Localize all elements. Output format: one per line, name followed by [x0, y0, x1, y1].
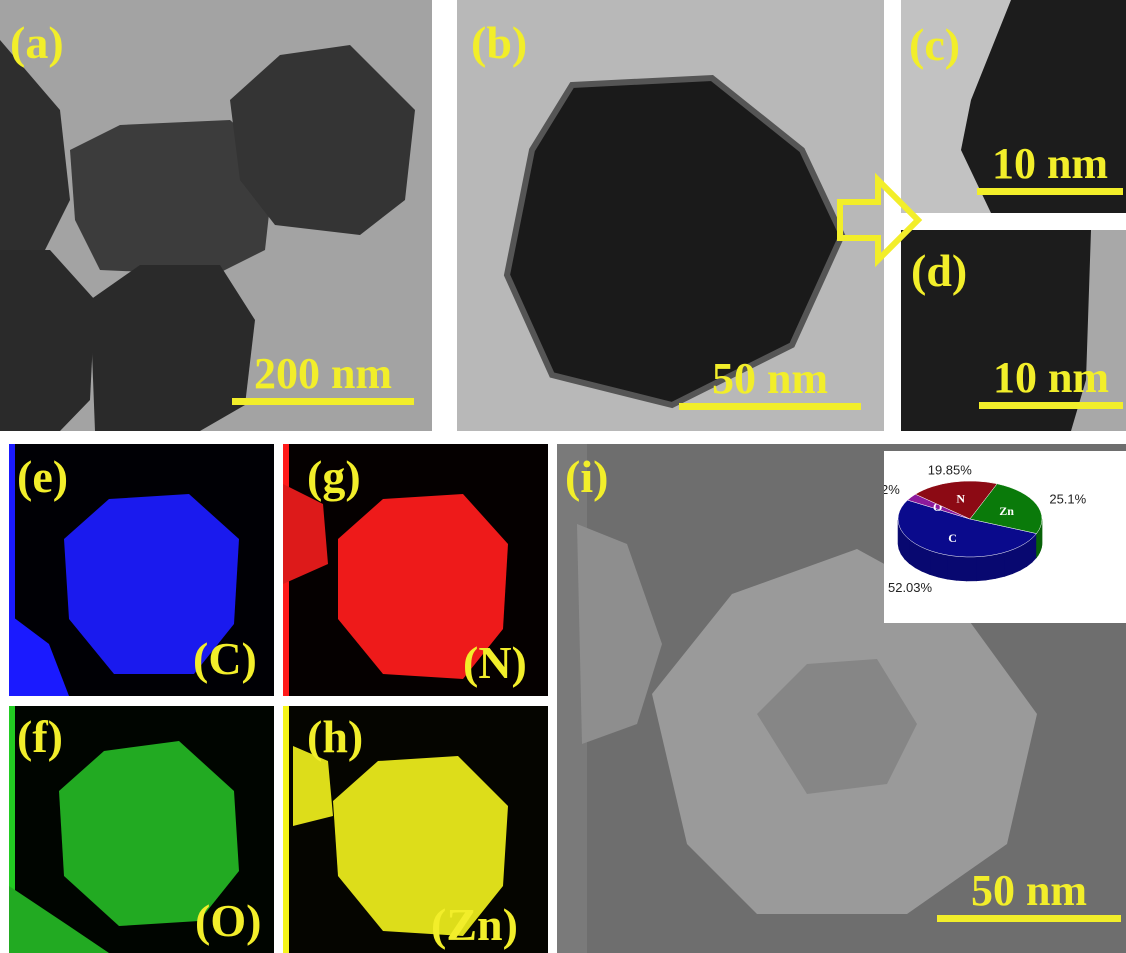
tem-image-c [901, 0, 1126, 213]
scale-bar-b: 50 nm [679, 357, 861, 410]
scale-bar-c: 10 nm [977, 142, 1123, 195]
panel-label-g: (g) [307, 451, 361, 502]
pie-label-o: O [933, 500, 942, 514]
panel-f: (f) (O) [9, 706, 274, 953]
scale-line-c [977, 188, 1123, 195]
pie-side-c [1012, 545, 1021, 575]
pie-side-c [966, 556, 977, 582]
scale-line-d [979, 402, 1123, 409]
tem-image-d [901, 230, 1126, 431]
pie-value-o: 3.02% [884, 482, 900, 497]
panel-d: (d) 10 nm [901, 230, 1126, 431]
scale-bar-i: 50 nm [937, 869, 1121, 922]
panel-label-f: (f) [17, 711, 63, 762]
pie-side-c [937, 552, 948, 580]
eds-map-c [9, 444, 274, 696]
pie-side-c [1019, 541, 1027, 571]
scale-text-i: 50 nm [970, 866, 1088, 915]
pie-slice-n [914, 480, 998, 520]
scale-text-b: 50 nm [711, 354, 829, 403]
composition-pie-chart: C 52.03% O 3.02% N 19.85% Zn 25.1% [884, 451, 1126, 623]
panel-label-d: (d) [911, 245, 968, 296]
eds-map-n [283, 444, 548, 696]
element-label-n: (N) [463, 637, 527, 688]
pie-side-c [976, 555, 987, 582]
element-label-zn: (Zn) [431, 899, 518, 950]
pie-side-c [956, 556, 967, 582]
panel-label-h: (h) [307, 711, 364, 762]
pie-label-n: N [956, 492, 965, 506]
scale-text-a: 200 nm [253, 349, 393, 398]
pie-side-zn [1036, 530, 1039, 559]
pie-slice-zn [969, 483, 1043, 534]
scale-text-c: 10 nm [991, 139, 1109, 188]
panel-h: (h) (Zn) [283, 706, 548, 953]
arrow-icon [837, 172, 923, 268]
tem-image-b [457, 0, 884, 431]
pie-side-c [1004, 549, 1013, 577]
pie-side-c [947, 554, 958, 581]
scale-text-d: 10 nm [992, 353, 1110, 402]
scale-line-b [679, 403, 861, 410]
pie-side-c [929, 550, 939, 578]
pie-slice-c [897, 499, 1037, 558]
panel-g: (g) (N) [283, 444, 548, 696]
scale-line-i [937, 915, 1121, 922]
scale-bar-a: 200 nm [232, 352, 414, 405]
pie-label-zn: Zn [999, 504, 1014, 518]
pie-side-c [909, 538, 916, 569]
pie-chart-svg: C 52.03% O 3.02% N 19.85% Zn 25.1% [884, 462, 1087, 595]
panel-label-i: (i) [565, 451, 609, 502]
element-label-c: (C) [193, 633, 257, 684]
tem-image-a [0, 0, 432, 431]
panel-label-c: (c) [909, 19, 961, 70]
panel-b: (b) 50 nm [457, 0, 884, 431]
pie-value-n: 19.85% [928, 462, 973, 477]
panel-label-a: (a) [10, 17, 64, 68]
panel-c: (c) 10 nm [901, 0, 1126, 213]
eds-map-zn [283, 706, 548, 953]
pie-side-c [995, 552, 1005, 579]
panel-a: (a) 200 nm [0, 0, 432, 431]
pie-side-c [914, 543, 923, 572]
eds-map-o [9, 706, 274, 953]
pie-side-c [985, 554, 996, 581]
pie-value-zn: 25.1% [1049, 492, 1086, 507]
element-label-o: (O) [195, 895, 262, 946]
pie-side-c [1026, 537, 1033, 568]
panel-e: (e) (C) [9, 444, 274, 696]
scale-bar-d: 10 nm [979, 356, 1123, 409]
panel-label-b: (b) [471, 17, 528, 68]
scale-line-a [232, 398, 414, 405]
panel-label-e: (e) [17, 451, 69, 502]
pie-value-c: 52.03% [888, 580, 933, 595]
pie-side-c [921, 546, 931, 575]
pie-label-c: C [948, 531, 957, 545]
